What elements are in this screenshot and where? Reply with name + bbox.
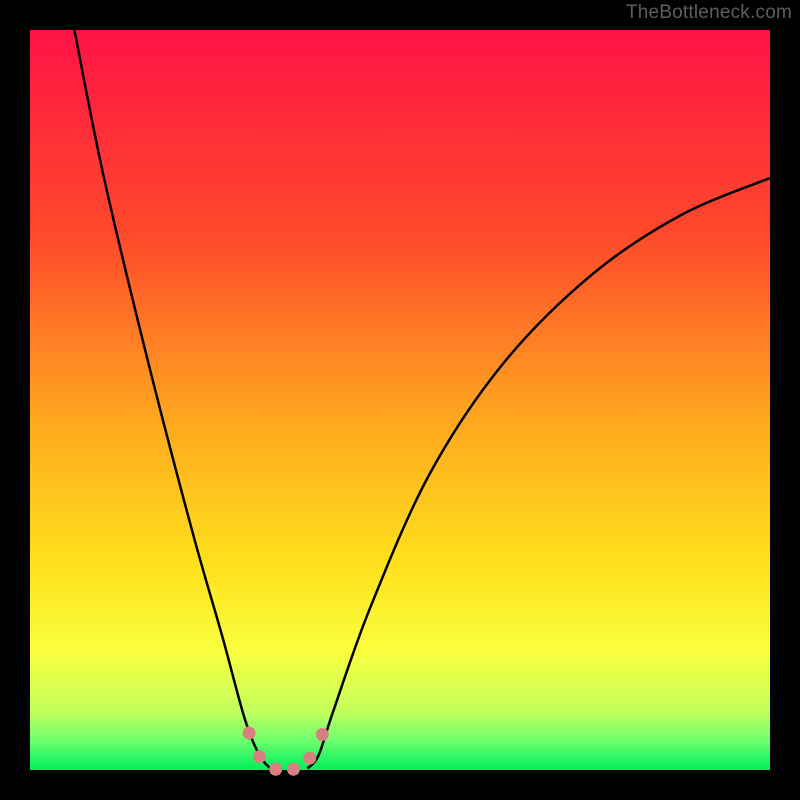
curve-marker	[287, 763, 300, 776]
curve-markers	[243, 727, 329, 776]
curve-marker	[303, 752, 316, 765]
curve-marker	[316, 728, 329, 741]
attribution-text: TheBottleneck.com	[626, 2, 792, 24]
chart-container: TheBottleneck.com	[0, 0, 800, 800]
curve-marker	[269, 763, 282, 776]
curve-marker	[243, 727, 256, 740]
curve-marker	[253, 750, 266, 763]
curve-left-branch	[74, 30, 270, 769]
plot-area	[30, 30, 770, 770]
bottleneck-curve	[30, 30, 770, 770]
curve-right-branch	[308, 178, 771, 769]
